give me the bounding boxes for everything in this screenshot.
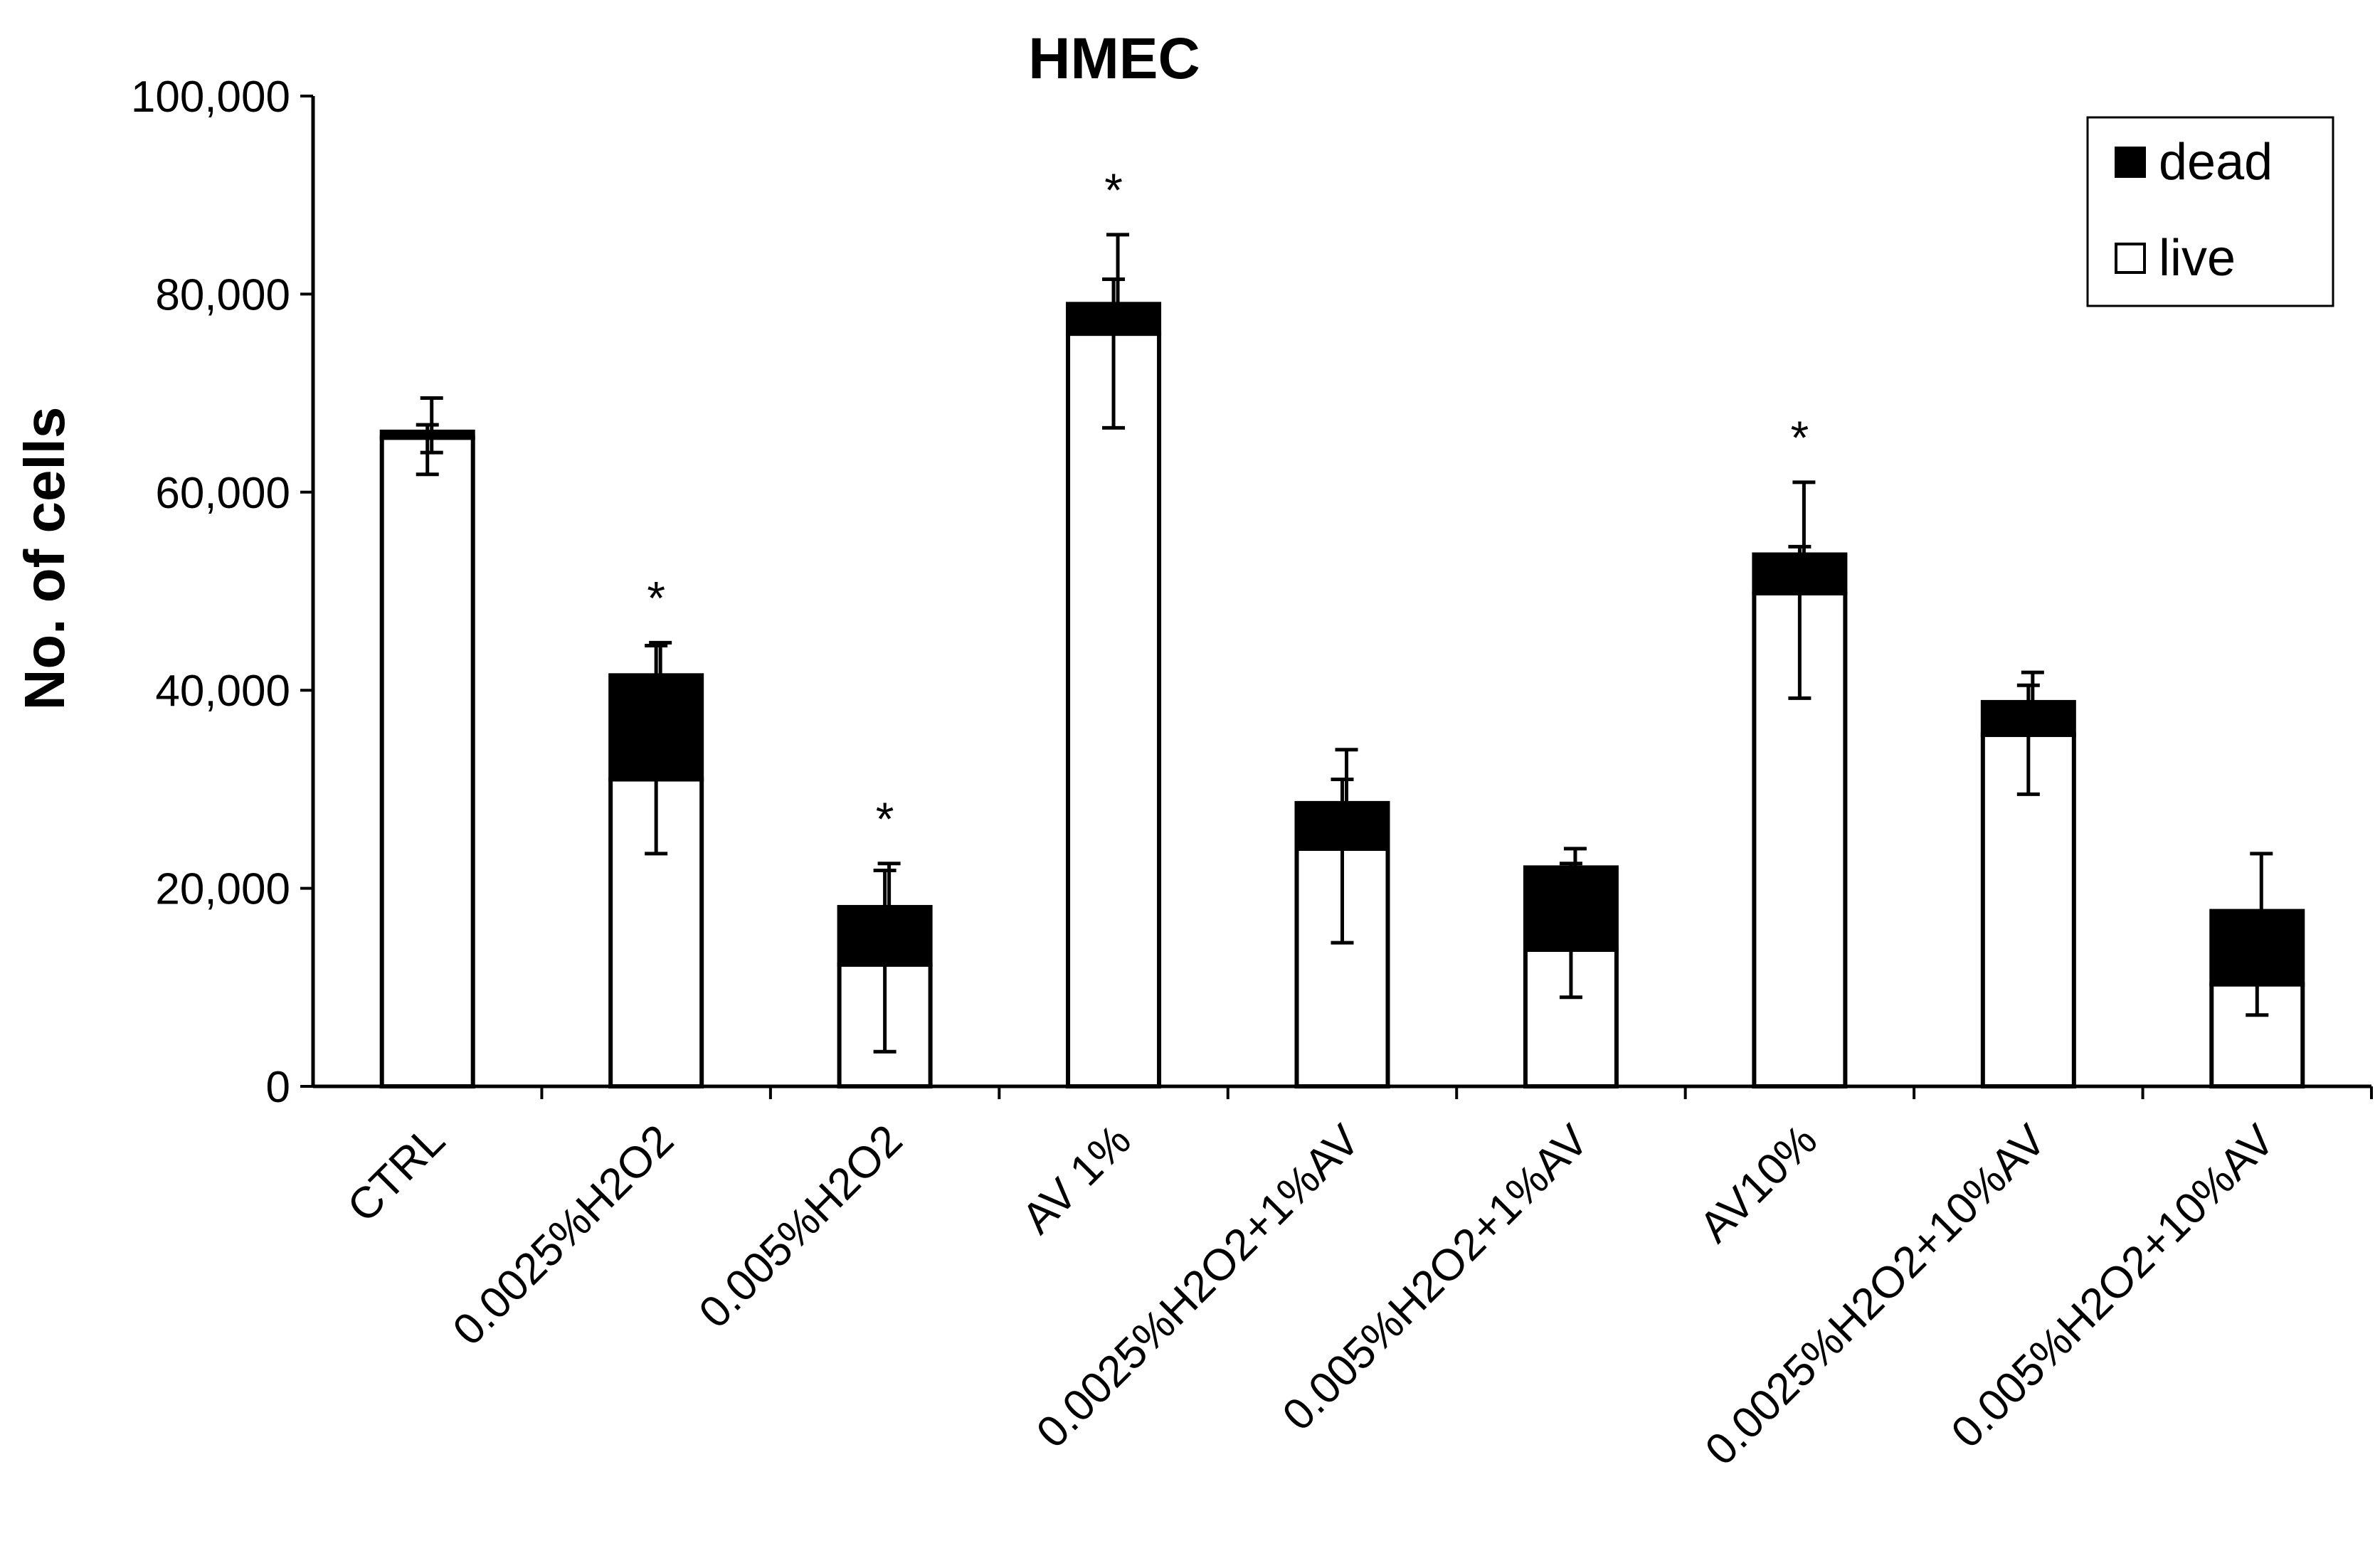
error-bars [416, 233, 2273, 1054]
y-tick-label-0: 0 [266, 1063, 290, 1112]
significance-markers: * * * * [647, 164, 1809, 845]
x-ticks [540, 1086, 2373, 1099]
error-bar-total-0-005-h2o2 [877, 862, 901, 920]
legend-label-dead: dead [2159, 134, 2273, 191]
error-bar-total-0-0025-h2o2-10-av [2021, 670, 2044, 722]
x-tick-label-0-005-h2o2: 0.005%H2O2 [689, 1116, 911, 1337]
error-bar-live-0-0025-h2o2-1-av [1331, 777, 1354, 945]
error-bar-live-0-005-h2o2-1-av [1559, 862, 1582, 1000]
error-bar-live-0-005-h2o2 [873, 869, 897, 1054]
significance-star-av10: * [1791, 411, 1809, 464]
x-tick-label-av10: AV10% [1691, 1116, 1827, 1252]
x-tick-label-ctrl: CTRL [338, 1116, 454, 1231]
error-bar-live-av-1 [1102, 277, 1126, 430]
bars [379, 302, 2305, 1089]
y-tick-label-4: 80,000 [155, 270, 290, 319]
chart-title: HMEC [1028, 26, 1200, 91]
error-bar-live-0-0025-h2o2 [645, 644, 668, 856]
legend-swatch-live [2115, 243, 2146, 274]
y-tick-label-1: 20,000 [155, 865, 290, 914]
x-tick-label-0-0025-h2o2: 0.0025%H2O2 [444, 1116, 683, 1355]
error-bar-live-ctrl [416, 423, 439, 477]
y-tick-label-2: 40,000 [155, 667, 290, 716]
error-bar-total-0-0025-h2o2-1-av [1335, 748, 1358, 821]
error-bar-live-0-005-h2o2-10-av [2246, 948, 2269, 1017]
error-bar-live-0-0025-h2o2-10-av [2016, 683, 2040, 796]
error-bar-total-0-005-h2o2-10-av [2250, 852, 2273, 940]
y-axis-label: No. of cells [13, 407, 76, 711]
significance-star-av-1: * [1104, 164, 1123, 216]
y-tick-label-5: 100,000 [131, 73, 290, 122]
error-bar-total-av-1 [1106, 233, 1130, 316]
bar-live-0-0025-h2o2-1-av [1294, 846, 1390, 1089]
bar-live-ctrl [379, 435, 475, 1088]
error-bar-total-av10 [1792, 480, 1816, 573]
significance-star-0-005-h2o2: * [876, 793, 894, 845]
legend: dead live [2086, 116, 2334, 307]
significance-star-0-0025-h2o2: * [647, 571, 665, 624]
y-ticks: 0 20,000 40,000 60,000 80,000 100,000 [131, 73, 313, 1112]
bar-live-0-0025-h2o2 [608, 777, 704, 1088]
error-bar-total-0-005-h2o2-1-av [1563, 847, 1587, 891]
bar-live-av-1 [1066, 332, 1162, 1089]
error-bar-total-0-0025-h2o2 [649, 640, 672, 692]
x-tick-label-av-1: AV 1% [1012, 1116, 1141, 1244]
bar-live-0-005-h2o2-1-av [1523, 947, 1619, 1089]
legend-swatch-dead [2115, 147, 2146, 178]
legend-label-live: live [2159, 230, 2236, 287]
y-tick-label-3: 60,000 [155, 469, 290, 518]
error-bar-total-ctrl [420, 396, 443, 455]
